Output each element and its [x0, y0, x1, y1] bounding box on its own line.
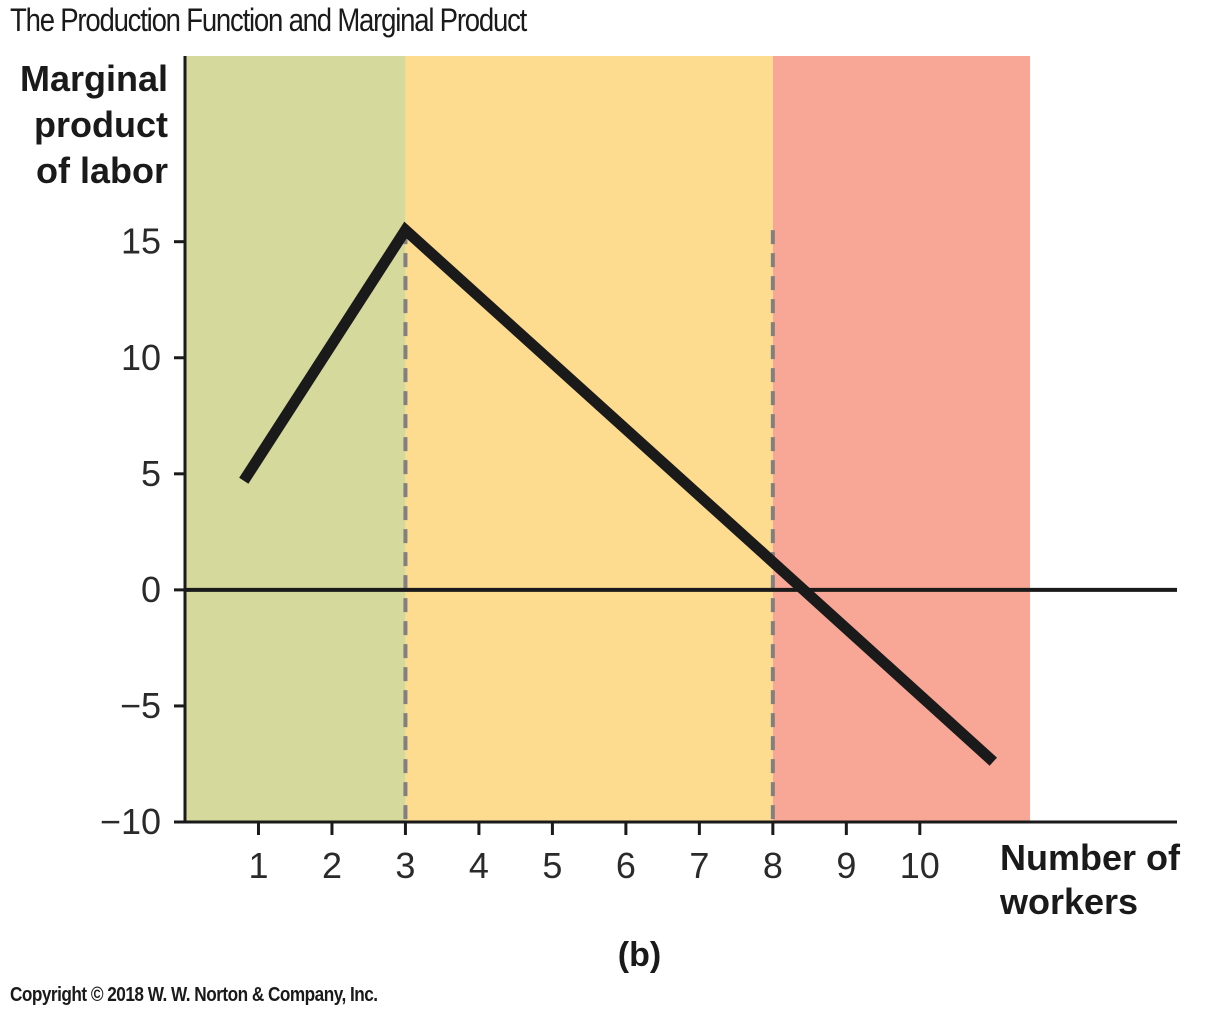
x-axis-label: Number of workers	[1000, 836, 1200, 924]
chart-title: The Production Function and Marginal Pro…	[10, 2, 527, 38]
y-axis-label-line: product	[34, 104, 168, 145]
x-tick-label: 1	[248, 845, 268, 886]
shaded-region	[405, 56, 773, 822]
x-tick-label: 4	[469, 845, 489, 886]
x-tick-label: 5	[542, 845, 562, 886]
y-tick-label: 10	[121, 337, 161, 378]
panel-label: (b)	[617, 936, 662, 974]
shaded-region	[185, 56, 406, 822]
x-axis-label-line: Number of	[1000, 837, 1180, 878]
y-tick-label: 15	[121, 221, 161, 262]
copyright-notice: Copyright © 2018 W. W. Norton & Company,…	[10, 984, 378, 1006]
y-axis-label-line: of labor	[36, 150, 168, 191]
shaded-region	[772, 56, 1031, 822]
x-tick-label: 7	[689, 845, 709, 886]
marginal-product-curve	[239, 221, 997, 766]
y-axis-label-line: Marginal	[19, 58, 168, 99]
x-tick-label: 2	[322, 845, 342, 886]
x-tick-label: 10	[900, 845, 940, 886]
x-tick-label: 3	[395, 845, 415, 886]
x-tick-label: 8	[763, 845, 783, 886]
x-tick-label: 9	[836, 845, 856, 886]
y-tick-label: 0	[141, 569, 161, 610]
y-tick-label: −5	[120, 685, 161, 726]
x-tick-label: 6	[616, 845, 636, 886]
y-axis-label: Marginal product of labor	[12, 56, 168, 194]
x-axis-label-line: workers	[1000, 881, 1139, 922]
y-tick-label: −10	[100, 801, 161, 842]
y-tick-label: 5	[141, 453, 161, 494]
